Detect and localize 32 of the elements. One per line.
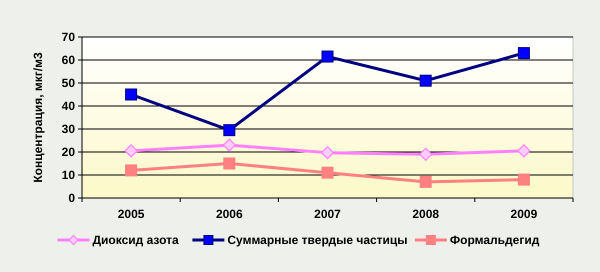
point: [223, 158, 236, 170]
x-tick-label: 2007: [314, 207, 342, 221]
y-tick-label: 50: [62, 76, 76, 90]
y-tick-label: 20: [62, 145, 76, 160]
point: [419, 148, 432, 161]
point: [124, 144, 138, 158]
point: [518, 47, 530, 60]
point: [518, 174, 530, 186]
y-tick-label: 10: [62, 168, 76, 182]
point: [125, 88, 138, 100]
y-axis-title: Концентрация, мкг/м3: [31, 52, 45, 183]
y-tick-label: 40: [62, 99, 76, 114]
x-tick-label: 2006: [216, 207, 243, 221]
y-tick-label: 30: [62, 122, 76, 136]
y-tick-label: 60: [62, 53, 76, 68]
point: [517, 144, 530, 158]
point: [420, 74, 432, 87]
legend-label: Диоксид азота: [92, 233, 179, 248]
legend-label: Суммарные твердые частицы: [227, 233, 408, 248]
point: [322, 166, 334, 179]
x-tick-label: 2009: [510, 207, 538, 221]
point: [223, 124, 236, 136]
x-tick-label: 2005: [118, 207, 145, 221]
point: [420, 176, 432, 188]
y-tick-label: 70: [62, 30, 76, 44]
legend-label: Формальдегид: [450, 233, 540, 248]
point: [320, 146, 334, 160]
point: [322, 50, 334, 63]
point: [125, 164, 138, 176]
x-tick-label: 2008: [412, 207, 440, 221]
point: [222, 138, 236, 152]
y-tick-label: 0: [68, 191, 76, 206]
